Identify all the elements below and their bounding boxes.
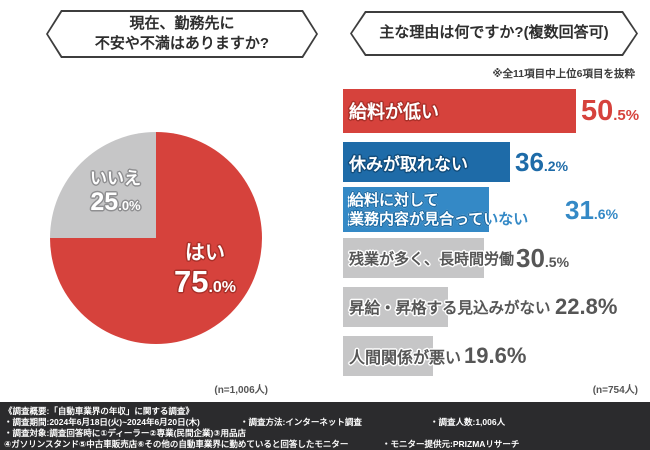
left-title-line1: 現在、勤務先に: [129, 14, 235, 32]
pie-chart: [50, 132, 262, 344]
bar-value-frac: .2%: [543, 158, 569, 174]
bar-value-frac: .5%: [544, 254, 570, 270]
bar-label: 休みが取れない: [349, 154, 468, 174]
bar-label: 人間関係が悪い: [349, 350, 462, 367]
bar-value: 19.6%: [464, 336, 526, 376]
bar: [343, 89, 576, 133]
right-title-text: 主な理由は何ですか?: [379, 24, 524, 42]
pie-sample-note: (n=1,006人): [214, 385, 268, 396]
bar-value-frac: .6%: [593, 205, 619, 222]
bar-value: 31.6%: [565, 187, 618, 232]
pie-label-yes: はい 75.0%: [155, 243, 255, 297]
bar-label: 昇給・昇格する見込みがない: [349, 300, 551, 317]
footer-target: ・調査対象:調査回答時に①ディーラー②専業(民間企業)③用品店: [4, 428, 246, 438]
bar-value: 30.5%: [516, 238, 569, 278]
bar-row-4: 残業が多く、長時間労働 30.5%: [343, 238, 650, 278]
footer-overview: 《調査概要:「自動車業界の年収」に関する調査》: [4, 406, 194, 416]
bar-value-frac: .5%: [613, 106, 640, 124]
bar-label-onbar-layer: 給料に対して 業務内容が見合っていない: [349, 187, 529, 232]
right-title-suffix: (複数回答可): [523, 24, 609, 42]
bar-label: 残業が多く、長時間労働: [349, 250, 515, 268]
bar: [343, 336, 433, 376]
bar-value: 50.5%: [581, 89, 639, 133]
bar-value-int: 30: [516, 243, 545, 273]
title-box-body: 現在、勤務先に 不安や不満はありますか?: [48, 12, 316, 56]
pie-slice-label: はい: [185, 242, 225, 264]
title-box-body: 主な理由は何ですか? (複数回答可): [352, 13, 636, 54]
bar-label-overflow-layer: 給料に対して 業務内容が見合っていない: [349, 187, 528, 232]
bar-label-line2: 業務内容が見合っていない: [349, 210, 529, 228]
bar: [343, 187, 489, 232]
bar-value: 36.2%: [515, 142, 568, 182]
bar-label: 給料が低い: [349, 102, 439, 122]
bar-row-1: 給料が低い 50.5%: [343, 89, 650, 133]
bar-value-int: 36: [515, 147, 544, 177]
bar-row-5: 昇給・昇格する見込みがない 22.8%: [343, 287, 650, 327]
footer-method: ・調査方法:インターネット調査: [240, 417, 362, 427]
footer-target-cont: ④ガソリンスタンド⑤中古車販売店⑥その他の自動車業界に勤めていると回答したモニタ…: [4, 439, 349, 449]
bar-label-line2: 業務内容が見合っていない: [349, 210, 529, 228]
bar-row-6: 人間関係が悪い 19.6%: [343, 336, 650, 376]
bar: [343, 142, 510, 182]
bar-value: 22.8%: [555, 287, 617, 327]
bar-value-int: 31: [565, 194, 594, 225]
pie-value-int: 75: [173, 264, 209, 299]
pie-slice-value: 75.0%: [155, 266, 255, 297]
bar-row-3: 給料に対して 業務内容が見合っていない 給料に対して 業務内容が見合っていない …: [343, 187, 650, 232]
bar-value-frac: %: [597, 294, 618, 319]
bar: [343, 238, 484, 278]
bar-label-line1: 給料に対して: [349, 191, 439, 209]
footer-count: ・調査人数:1,006人: [430, 417, 506, 427]
bar-row-2: 休みが取れない 36.2%: [343, 142, 650, 182]
excerpt-note: ※全11項目中上位6項目を抜粋: [492, 68, 635, 80]
footer-monitor-source: ・モニター提供元:PRIZMAリサーチ: [382, 439, 520, 449]
pie-slice-value: 25.0%: [68, 190, 163, 215]
pie-value-frac: .0%: [208, 279, 237, 296]
bar: [343, 287, 448, 327]
pie-label-no: いいえ 25.0%: [68, 170, 163, 215]
left-question-title-box: 現在、勤務先に 不安や不満はありますか?: [46, 10, 318, 58]
left-title-line2: 不安や不満はありますか?: [94, 35, 270, 52]
bar-value-frac: %: [506, 343, 527, 368]
pie-value-int: 25: [90, 188, 119, 216]
bar-value-int: 22.8: [555, 294, 598, 319]
bar-sample-note: (n=754人): [592, 385, 638, 396]
bar-value-int: 50: [581, 94, 614, 127]
bar-label-line1: 給料に対して: [349, 191, 439, 209]
footer-period: ・調査期間:2024年6月18日(火)~2024年6月20日(木): [4, 417, 200, 427]
bar-value-int: 19.6: [464, 343, 507, 368]
pie-slice-label: いいえ: [90, 169, 141, 188]
survey-overview-footer: 《調査概要:「自動車業界の年収」に関する調査》 ・調査期間:2024年6月18日…: [0, 402, 650, 450]
right-question-title-box: 主な理由は何ですか? (複数回答可): [350, 11, 638, 56]
pie-value-frac: .0%: [118, 198, 141, 213]
